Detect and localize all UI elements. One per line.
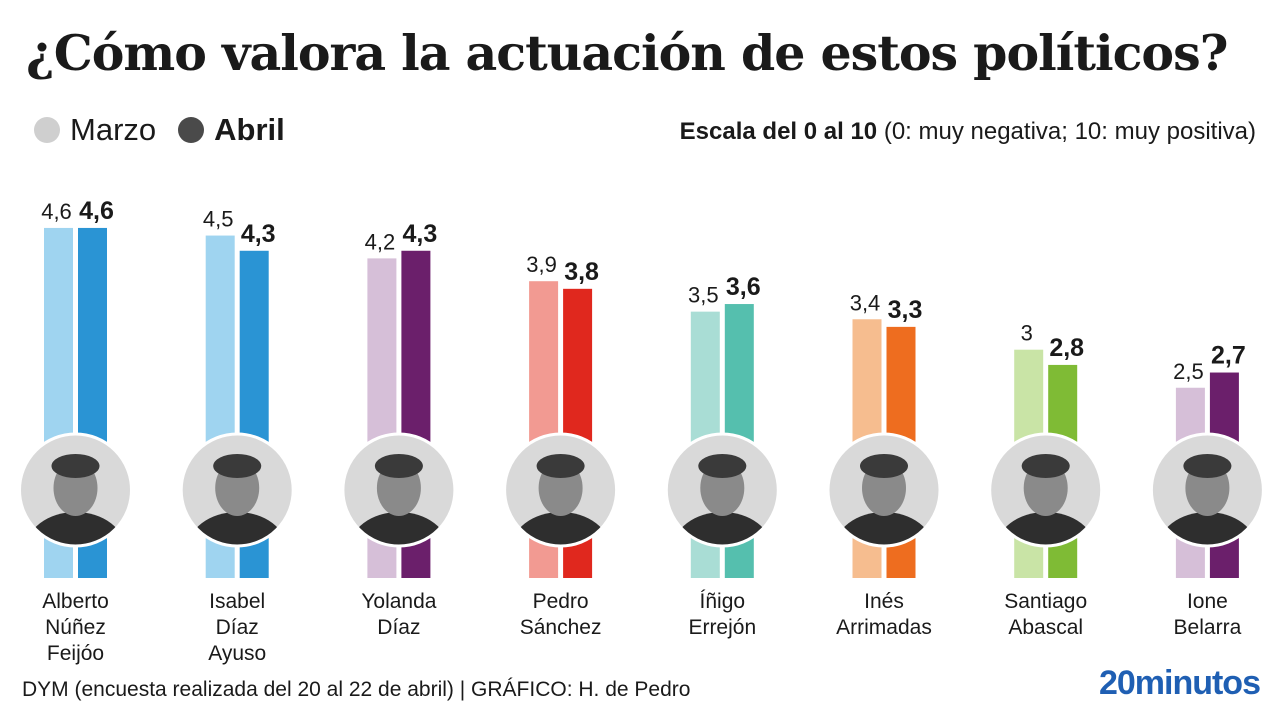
portrait-border	[1149, 432, 1265, 548]
portrait-shoulders	[510, 512, 611, 546]
legend-marzo-label: Marzo	[70, 112, 157, 147]
legend-marzo-swatch	[34, 117, 60, 143]
portrait-border	[179, 432, 295, 548]
category-label-line: Errejón	[688, 616, 756, 639]
legend: Marzo Abril	[34, 112, 307, 148]
value-label-abril: 4,3	[241, 220, 276, 248]
scale-note-rest: (0: muy negativa; 10: muy positiva)	[877, 118, 1256, 145]
category-label-line: Sánchez	[520, 616, 602, 639]
value-label-marzo: 3,9	[526, 252, 557, 277]
category-label: Isabel Díaz Ayuso	[208, 590, 266, 665]
portrait-icon	[828, 434, 940, 546]
scale-note-bold: Escala del 0 al 10	[679, 118, 878, 145]
value-label-marzo: 4,5	[203, 207, 234, 232]
portrait-icon	[1151, 434, 1264, 546]
value-label-marzo: 3	[1021, 321, 1033, 346]
portrait-border	[988, 432, 1104, 548]
category-label: Pedro Sánchez	[520, 590, 602, 639]
brand-logo: 20minutos	[1098, 664, 1261, 702]
category-label-line: Ione	[1187, 590, 1228, 613]
bar-group: 3,4 3,3 Inés Arrimadas	[826, 290, 942, 639]
bar-group: 2,5 2,7 Ione Belarra	[1149, 342, 1265, 639]
portrait-shoulders	[348, 512, 449, 546]
category-label-line: Abascal	[1008, 616, 1083, 639]
category-label-line: Arrimadas	[836, 616, 932, 639]
portrait-shoulders	[834, 512, 934, 546]
category-label-line: Ayuso	[208, 642, 266, 665]
category-label: Yolanda Díaz	[361, 590, 436, 639]
portrait-border	[341, 432, 457, 548]
portrait-icon	[19, 434, 132, 546]
portrait-hair	[213, 454, 262, 478]
category-label-line: Pedro	[533, 590, 589, 613]
value-label-abril: 3,6	[726, 273, 761, 301]
category-label-line: Díaz	[216, 616, 259, 639]
value-label-marzo: 4,2	[365, 229, 396, 254]
bar-group: 4,2 4,3 Yolanda Díaz	[341, 220, 457, 639]
portrait-shoulders	[187, 512, 288, 546]
portrait-border	[18, 432, 133, 548]
category-label: Alberto Núñez Feijóo	[42, 590, 109, 665]
portrait-hair	[374, 454, 423, 478]
bar-group: 3,9 3,8 Pedro Sánchez	[503, 252, 619, 639]
portrait-hair	[1021, 454, 1070, 478]
chart-title: ¿Cómo valora la actuación de estos polít…	[26, 24, 1228, 82]
value-label-abril: 2,8	[1049, 334, 1084, 362]
portrait-shoulders	[25, 512, 126, 546]
category-label-line: Íñigo	[700, 590, 746, 613]
category-label: Ione Belarra	[1174, 590, 1242, 639]
portrait-hair	[1183, 454, 1232, 478]
category-label-line: Alberto	[42, 590, 109, 613]
portrait-shoulders	[672, 512, 773, 546]
legend-abril-label: Abril	[214, 112, 285, 147]
portrait-icon	[342, 434, 455, 546]
portrait-icon	[666, 434, 779, 546]
portrait-shoulders	[1157, 512, 1258, 546]
legend-abril-swatch	[178, 117, 205, 143]
value-label-marzo: 2,5	[1173, 359, 1204, 384]
category-label-line: Núñez	[45, 616, 106, 639]
value-label-marzo: 3,4	[850, 290, 881, 315]
category-label: Íñigo Errejón	[688, 590, 756, 639]
portrait-hair	[51, 454, 100, 478]
source-credit: DYM (encuesta realizada del 20 al 22 de …	[22, 678, 691, 701]
category-label-line: Díaz	[377, 616, 420, 639]
value-label-abril: 3,3	[888, 296, 923, 324]
portrait-icon	[181, 434, 294, 546]
category-label-line: Isabel	[209, 590, 265, 613]
category-label-line: Belarra	[1174, 616, 1242, 639]
portrait-shoulders	[995, 512, 1096, 546]
value-label-marzo: 3,5	[688, 283, 719, 308]
portrait-border	[664, 432, 780, 548]
category-label-line: Santiago	[1004, 590, 1087, 613]
value-label-marzo: 4,6	[41, 199, 72, 224]
legend-item-marzo: Marzo	[34, 112, 156, 148]
portrait-hair	[536, 454, 585, 478]
category-label: Inés Arrimadas	[836, 590, 932, 639]
bar-group: 3,5 3,6 Íñigo Errejón	[664, 273, 780, 639]
value-label-abril: 4,3	[403, 220, 438, 248]
portrait-border	[826, 432, 942, 548]
category-label-line: Feijóo	[47, 642, 104, 665]
bar-group: 4,6 4,6 Alberto Núñez Feijóo	[18, 197, 133, 665]
legend-item-abril: Abril	[178, 112, 285, 148]
portrait-hair	[698, 454, 747, 478]
bar-group: 4,5 4,3 Isabel Díaz Ayuso	[179, 207, 295, 665]
value-label-abril: 4,6	[79, 197, 114, 225]
category-label: Santiago Abascal	[1004, 590, 1087, 639]
category-label-line: Yolanda	[361, 590, 436, 613]
scale-note: Escala del 0 al 10 (0: muy negativa; 10:…	[680, 118, 1256, 146]
portrait-border	[503, 432, 619, 548]
portrait-icon	[504, 434, 617, 546]
value-label-abril: 2,7	[1211, 342, 1246, 370]
bar-group: 3 2,8 Santiago Abascal	[988, 321, 1104, 639]
category-label-line: Inés	[864, 590, 904, 613]
portrait-icon	[989, 434, 1102, 546]
value-label-abril: 3,8	[564, 258, 599, 286]
portrait-hair	[860, 454, 908, 478]
